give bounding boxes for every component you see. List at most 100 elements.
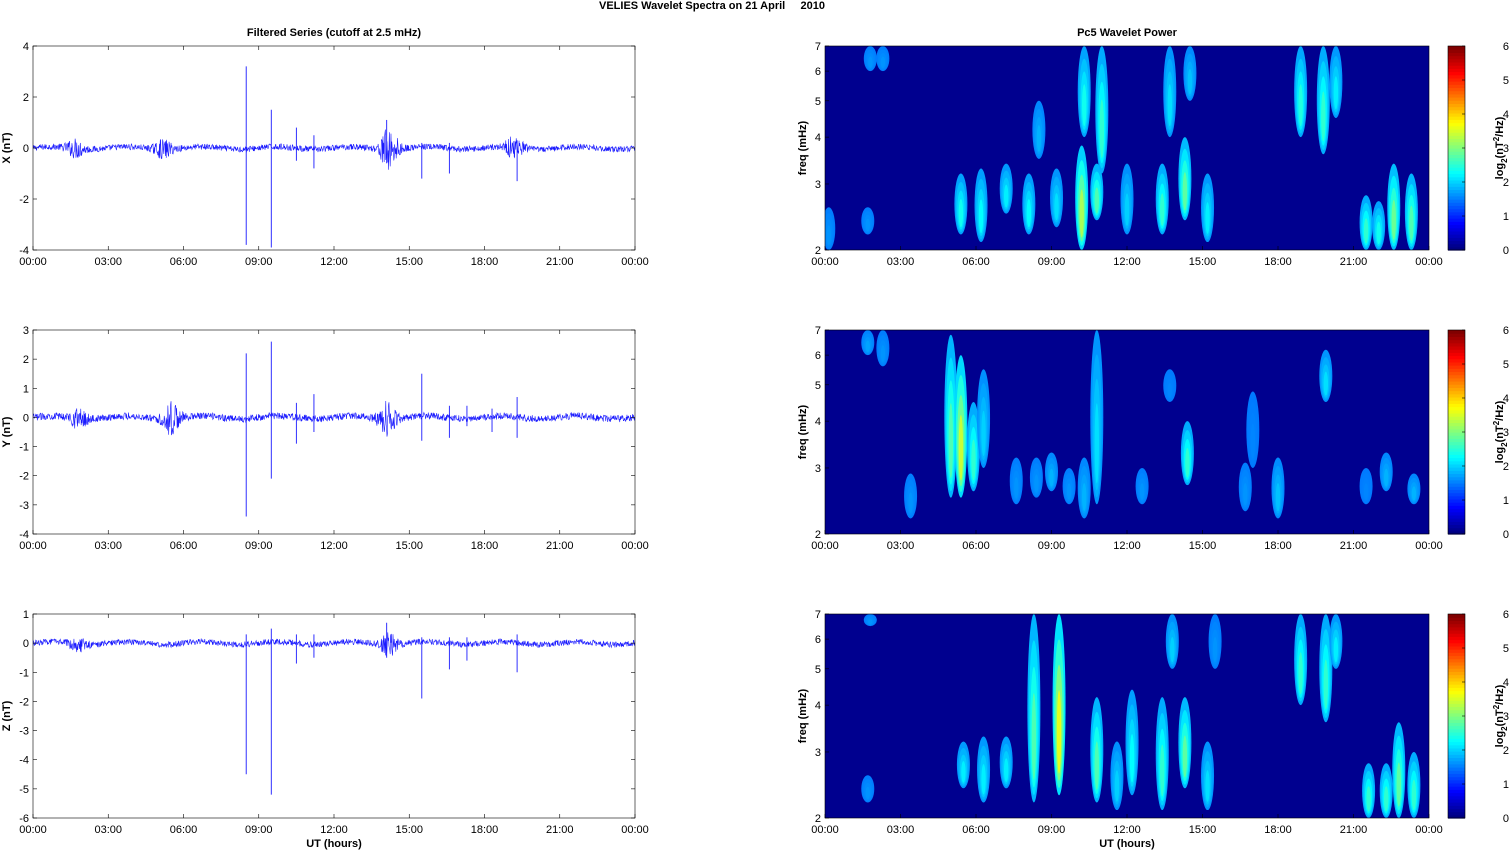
ytick-label: -2: [19, 696, 29, 708]
colorbar-swatch: [1448, 71, 1465, 76]
power-contour: [1003, 184, 1009, 208]
power-contour: [961, 761, 966, 783]
xtick-label: 12:00: [1113, 256, 1141, 268]
power-contour: [1099, 99, 1105, 159]
colorbar-swatch: [1448, 508, 1465, 513]
colorbar-swatch: [1448, 128, 1465, 133]
colorbar-swatch: [1448, 384, 1465, 388]
colorbar-swatch: [1448, 658, 1465, 663]
colorbar-tick-label: 2: [1503, 177, 1509, 189]
power-contour: [908, 492, 913, 514]
xtick-label: 00:00: [811, 256, 839, 268]
colorbar-tick-label: 2: [1503, 461, 1509, 473]
colorbar-swatch: [1448, 693, 1465, 698]
trace-line: [33, 129, 635, 170]
colorbar-swatch: [1448, 773, 1465, 778]
colorbar-swatch: [1448, 473, 1465, 478]
power-feature: [1359, 195, 1373, 250]
colorbar-swatch: [1448, 725, 1465, 730]
colorbar-swatch: [1448, 330, 1465, 334]
xtick-label: 00:00: [1415, 824, 1443, 836]
colorbar-swatch: [1448, 470, 1465, 475]
power-feature: [1032, 100, 1046, 159]
colorbar-swatch: [1448, 795, 1465, 800]
colorbar-swatch: [1448, 333, 1465, 337]
ylabel: freq (mHz): [797, 688, 809, 743]
ytick-label: -4: [19, 529, 29, 541]
colorbar-swatch: [1448, 614, 1465, 618]
colorbar: 0 1 2 3 4 5 6 log2(nT2/Hz): [1447, 609, 1509, 825]
colorbar-swatch: [1448, 479, 1465, 484]
ytick-label: -3: [19, 500, 29, 512]
colorbar-swatch: [1448, 425, 1465, 430]
panel-title: Filtered Series (cutoff at 2.5 mHz): [247, 27, 422, 39]
colorbar-swatch: [1448, 457, 1465, 462]
power-contour: [1384, 468, 1389, 487]
power-contour: [1160, 744, 1165, 797]
xtick-label: 09:00: [245, 824, 273, 836]
power-feature: [956, 741, 970, 789]
colorbar-swatch: [1448, 377, 1465, 382]
colorbar-tick-label: 0: [1503, 813, 1509, 825]
trace-line: [33, 632, 635, 657]
xtick-label: 18:00: [1264, 824, 1292, 836]
colorbar-swatch: [1448, 444, 1465, 449]
colorbar-tick-label: 3: [1503, 711, 1509, 723]
colorbar-swatch: [1448, 716, 1465, 720]
power-feature: [1095, 46, 1109, 174]
xtick-label: 06:00: [170, 256, 198, 268]
colorbar-swatch: [1448, 671, 1465, 676]
colorbar-swatch: [1448, 160, 1465, 165]
colorbar-swatch: [1448, 358, 1465, 363]
ylabel: X (nT): [1, 132, 13, 163]
power-contour: [1049, 468, 1054, 487]
colorbar-swatch: [1448, 154, 1465, 159]
xtick-label: 21:00: [546, 540, 574, 552]
colorbar-swatch: [1448, 214, 1465, 219]
colorbar-swatch: [1448, 518, 1465, 522]
colorbar-swatch: [1448, 652, 1465, 657]
power-contour: [1298, 652, 1303, 695]
colorbar-swatch: [1448, 336, 1465, 341]
xtick-label: 15:00: [1189, 540, 1217, 552]
colorbar-swatch: [1448, 97, 1465, 101]
power-contour: [1182, 735, 1188, 778]
colorbar-swatch: [1448, 218, 1465, 222]
colorbar-tick-label: 0: [1503, 245, 1509, 257]
colorbar-swatch: [1448, 93, 1465, 98]
colorbar-swatch: [1448, 712, 1465, 717]
colorbar-swatch: [1448, 617, 1465, 621]
colorbar-swatch: [1448, 738, 1465, 743]
power-feature: [1090, 697, 1104, 803]
colorbar-swatch: [1448, 744, 1465, 749]
colorbar-swatch: [1448, 441, 1465, 446]
power-feature: [876, 46, 890, 72]
power-feature: [1045, 452, 1058, 492]
power-contour: [1014, 477, 1019, 499]
ytick-label: 2: [815, 813, 821, 825]
colorbar-swatch: [1448, 645, 1465, 650]
colorbar-tick-label: 6: [1503, 325, 1509, 337]
xtick-label: 00:00: [19, 540, 47, 552]
xtick-label: 00:00: [621, 824, 649, 836]
colorbar-swatch: [1448, 68, 1465, 73]
colorbar-swatch: [1448, 49, 1465, 53]
power-feature: [1183, 46, 1197, 101]
power-contour: [978, 199, 984, 234]
colorbar-swatch: [1448, 122, 1465, 127]
ytick-label: 0: [23, 412, 29, 424]
ytick-label: 0: [23, 638, 29, 650]
power-contour: [1187, 69, 1193, 95]
colorbar-swatch: [1448, 757, 1465, 762]
colorbar-swatch: [1448, 706, 1465, 711]
colorbar-swatch: [1448, 802, 1465, 806]
ytick-label: 4: [815, 416, 821, 428]
power-feature: [1075, 145, 1089, 250]
power-feature: [1316, 46, 1330, 155]
colorbar-swatch: [1448, 629, 1465, 634]
xtick-label: 15:00: [1189, 256, 1217, 268]
ylabel: freq (mHz): [797, 404, 809, 459]
colorbar-swatch: [1448, 460, 1465, 465]
xtick-label: 21:00: [1340, 824, 1368, 836]
